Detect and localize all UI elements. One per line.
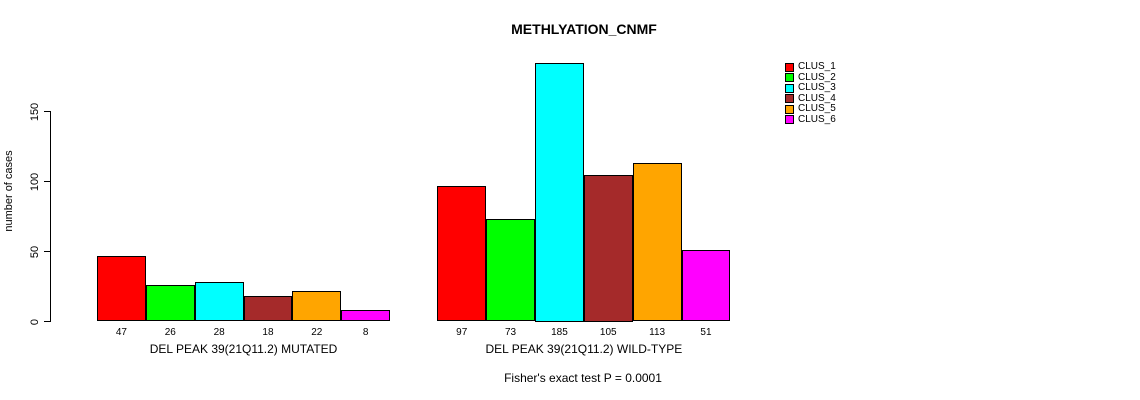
- legend-item: CLUS_3: [785, 83, 836, 94]
- bar-value-label: 113: [649, 327, 666, 338]
- bar-CLUS_5: [292, 290, 342, 322]
- bar-CLUS_6: [341, 310, 391, 322]
- chart-title: METHLYATION_CNMF: [511, 21, 657, 37]
- bar-CLUS_4: [583, 174, 633, 322]
- legend-label: CLUS_4: [798, 92, 836, 104]
- bar-value-label: 51: [700, 327, 712, 338]
- annotation-text: Fisher's exact test P = 0.0001: [504, 371, 662, 385]
- y-axis-tick-label: 0: [29, 318, 41, 325]
- y-axis-title: number of cases: [3, 150, 15, 232]
- bar-value-label: 28: [213, 327, 225, 338]
- y-axis-tick-label: 100: [29, 172, 41, 191]
- bar-CLUS_5: [632, 163, 682, 322]
- y-axis-tick-label: 50: [29, 245, 41, 258]
- bar-CLUS_2: [145, 285, 195, 322]
- legend-label: CLUS_6: [798, 113, 836, 125]
- bar-CLUS_2: [486, 219, 535, 322]
- legend-swatch-CLUS_5: [785, 104, 794, 114]
- legend-swatch-CLUS_6: [785, 115, 794, 125]
- bar-value-label: 105: [599, 327, 617, 338]
- legend-item: CLUS_5: [785, 104, 836, 115]
- legend-item: CLUS_2: [785, 71, 836, 84]
- y-axis-tick: [44, 181, 51, 182]
- legend-label: CLUS_5: [798, 103, 836, 115]
- group-label: DEL PEAK 39(21Q11.2) MUTATED: [149, 342, 338, 356]
- y-axis-tick: [44, 111, 51, 112]
- legend-item: CLUS_1: [785, 62, 836, 73]
- legend-swatch-CLUS_2: [785, 73, 794, 83]
- bar-CLUS_1: [97, 255, 146, 322]
- bar-value-label: 185: [551, 327, 568, 338]
- legend-swatch-CLUS_1: [785, 62, 794, 72]
- bar-CLUS_4: [243, 296, 293, 322]
- bar-CLUS_3: [194, 282, 244, 322]
- legend-label: CLUS_2: [798, 71, 836, 83]
- y-axis-line: [50, 111, 51, 322]
- bar-value-label: 47: [115, 327, 127, 338]
- legend-label: CLUS_1: [798, 61, 836, 73]
- bar-CLUS_3: [535, 62, 584, 322]
- legend-swatch-CLUS_4: [785, 94, 794, 104]
- legend-swatch-CLUS_3: [785, 83, 794, 93]
- bar-value-label: 97: [456, 327, 468, 338]
- legend-item: CLUS_4: [785, 92, 836, 105]
- y-axis-tick-label: 150: [29, 102, 41, 121]
- bar-value-label: 22: [311, 327, 323, 338]
- legend-label: CLUS_3: [798, 82, 836, 94]
- group-label: DEL PEAK 39(21Q11.2) WILD-TYPE: [485, 342, 683, 356]
- bar-value-label: 73: [505, 327, 517, 338]
- bar-value-label: 8: [362, 327, 369, 338]
- bar-value-label: 26: [164, 327, 176, 338]
- legend-item: CLUS_6: [785, 113, 836, 126]
- y-axis-tick: [44, 321, 51, 322]
- y-axis-tick: [44, 251, 51, 252]
- bar-CLUS_1: [437, 185, 487, 322]
- bar-CLUS_6: [681, 250, 731, 322]
- bar-value-label: 18: [262, 327, 274, 338]
